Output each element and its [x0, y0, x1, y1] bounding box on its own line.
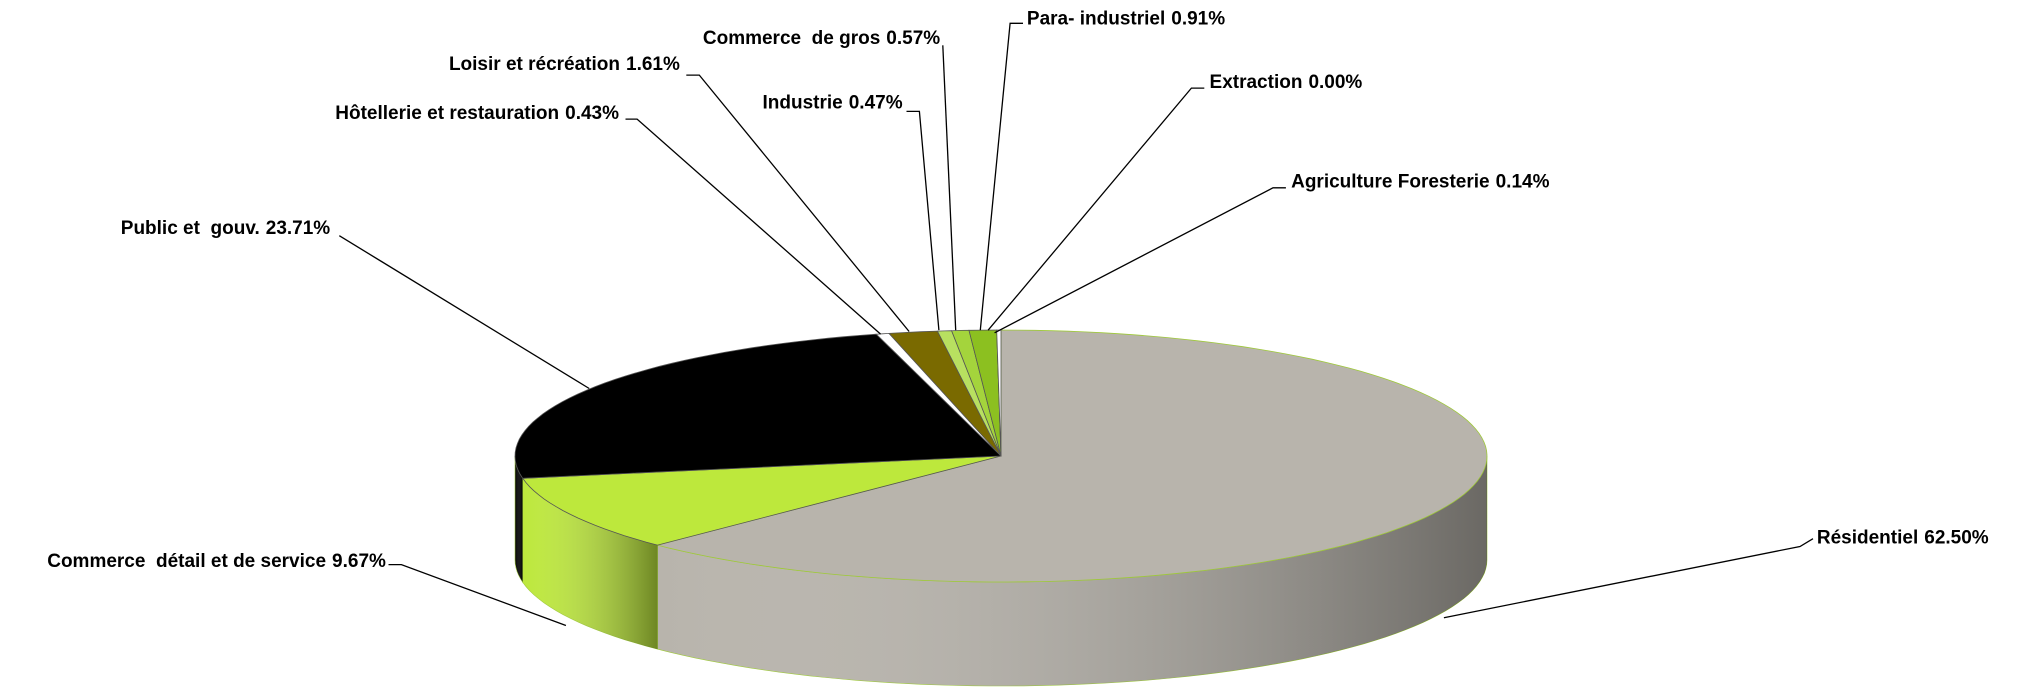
category-name: Hôtellerie et restauration: [335, 103, 559, 124]
leader-line: [987, 87, 1205, 331]
slice: [514, 333, 1002, 479]
leader-line: [942, 45, 957, 331]
value-label: 23.71%: [266, 218, 331, 239]
value-label: 62.50%: [1924, 528, 1989, 549]
data-label: Loisir et récréation 1.61%: [449, 54, 680, 75]
data-label: Para- industriel 0.91%: [1027, 8, 1225, 29]
slice-side-shade: [515, 456, 523, 583]
data-label: Public et gouv. 23.71%: [121, 218, 331, 239]
slice: [657, 329, 1488, 583]
leader-line: [686, 74, 910, 332]
data-label: Commerce de gros 0.57%: [703, 28, 940, 49]
category-name: Loisir et récréation: [449, 54, 620, 75]
leader-line: [625, 118, 882, 335]
slice-side-shade: [657, 456, 1487, 686]
data-label: Hôtellerie et restauration 0.43%: [335, 103, 619, 124]
data-label: Extraction 0.00%: [1210, 72, 1363, 93]
slice: [521, 455, 1002, 546]
leader-line: [979, 22, 1023, 331]
category-name: Résidentiel: [1817, 528, 1918, 549]
category-name: Commerce détail et de service: [47, 551, 326, 572]
category-name: Extraction: [1210, 72, 1303, 93]
leader-line: [994, 187, 1286, 334]
category-name: Agriculture Foresterie: [1291, 172, 1490, 193]
leader-line: [906, 110, 940, 331]
data-label: Agriculture Foresterie 0.14%: [1291, 172, 1549, 193]
value-label: 9.67%: [332, 551, 386, 572]
category-name: Industrie: [763, 93, 843, 114]
value-label: 0.43%: [565, 103, 619, 124]
value-label: 0.47%: [849, 93, 903, 114]
value-label: 1.61%: [626, 54, 680, 75]
data-label: Résidentiel 62.50%: [1817, 528, 1989, 549]
category-name: Public et gouv.: [121, 218, 260, 239]
category-name: Commerce de gros: [703, 28, 880, 49]
data-label: Industrie 0.47%: [763, 93, 903, 114]
category-name: Para- industriel: [1027, 8, 1165, 29]
leader-line: [338, 235, 590, 390]
data-label: Commerce détail et de service 9.67%: [47, 551, 386, 572]
value-label: 0.57%: [886, 28, 940, 49]
value-label: 0.00%: [1308, 72, 1362, 93]
leader-line: [1443, 538, 1814, 619]
slice-side-shade: [522, 478, 658, 650]
value-label: 0.14%: [1496, 172, 1550, 193]
walls: [514, 455, 1488, 687]
value-label: 0.91%: [1171, 8, 1225, 29]
leader-line: [388, 563, 567, 627]
